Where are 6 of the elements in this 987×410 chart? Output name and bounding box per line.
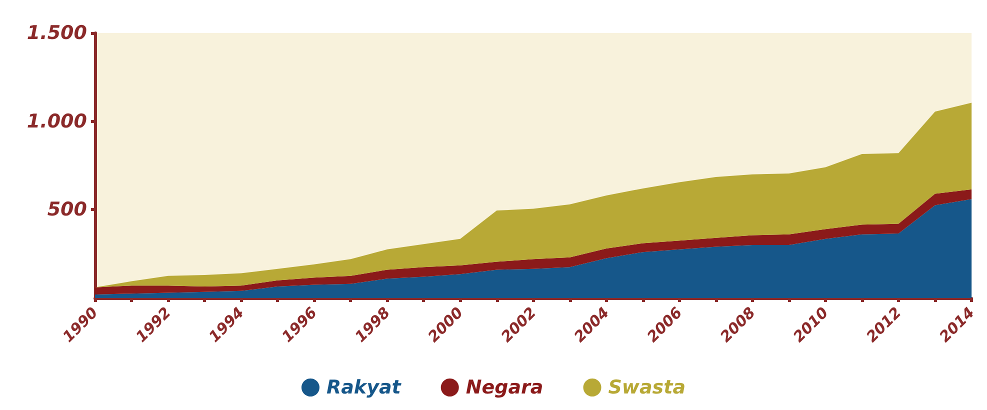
legend-label: Rakyat	[326, 376, 402, 398]
y-tick-label: 1.500	[26, 22, 87, 44]
legend-label: Swasta	[608, 376, 686, 398]
legend-label: Negara	[466, 376, 544, 398]
y-tick-label: 500	[47, 198, 87, 221]
y-tick-label: 1.000	[26, 110, 87, 132]
